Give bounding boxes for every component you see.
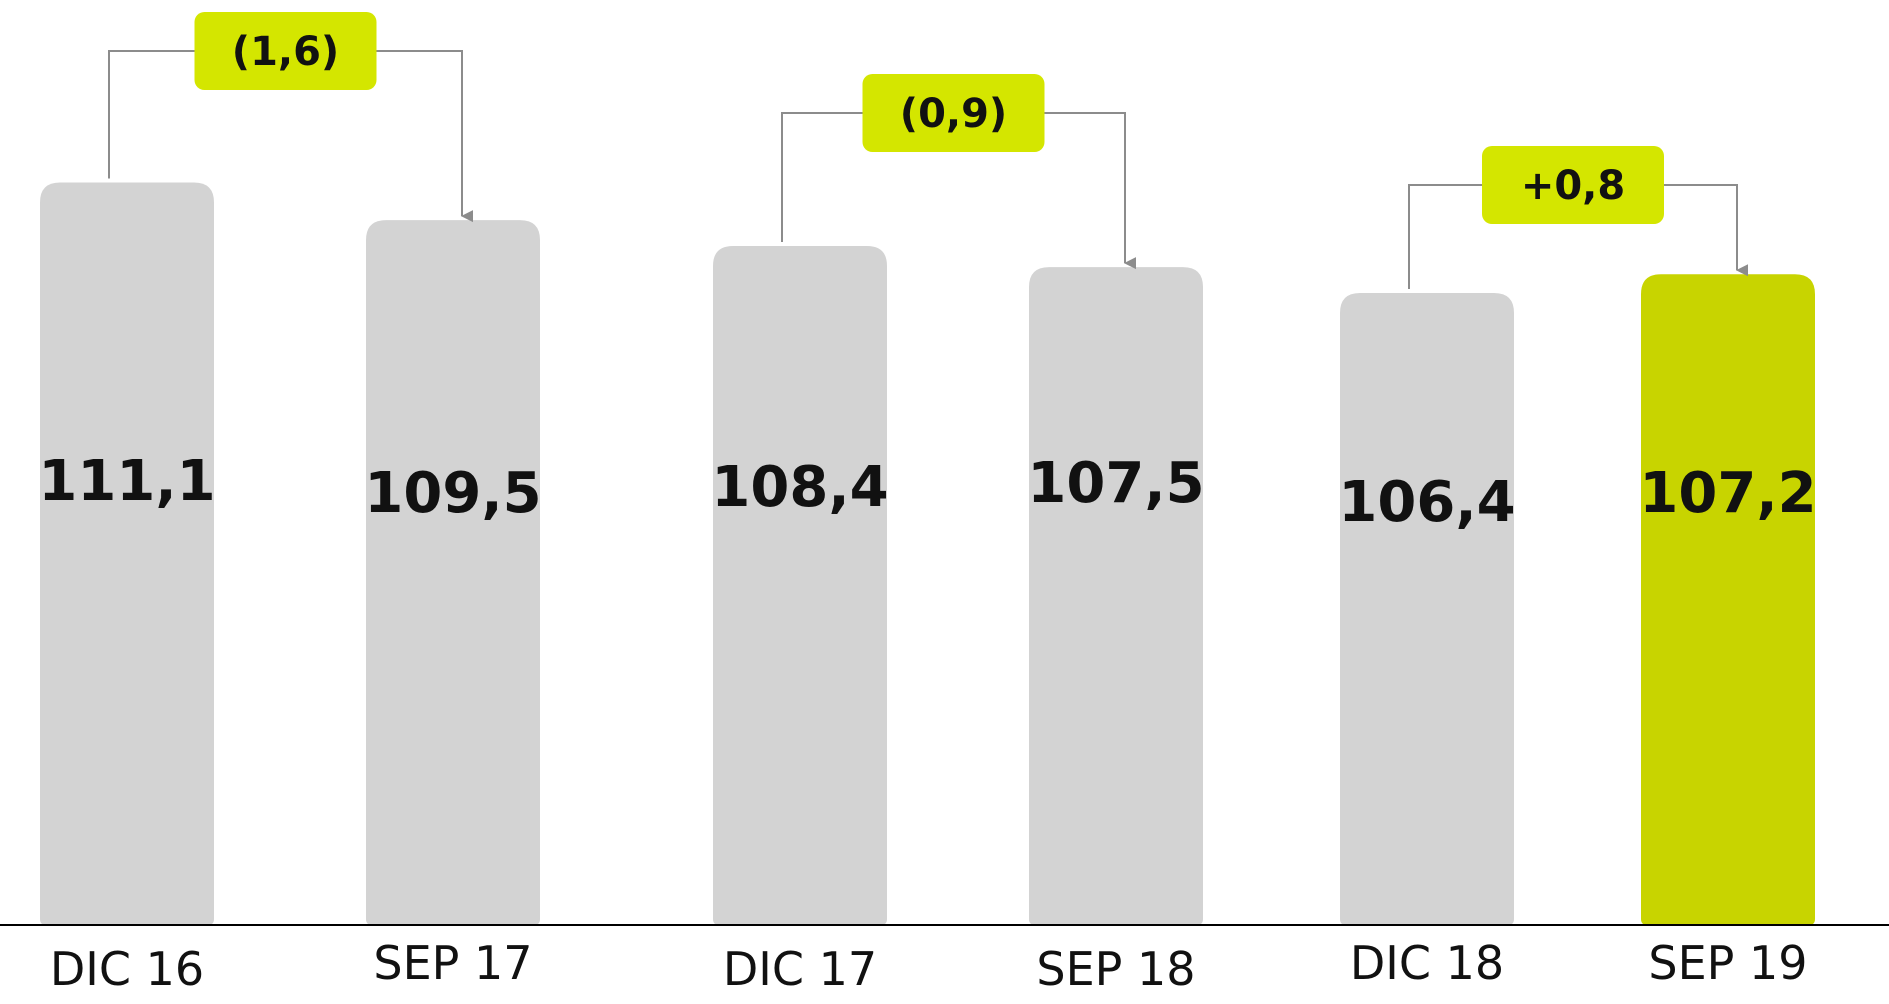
- category-label: DIC 18: [1350, 936, 1504, 990]
- delta-badge-label: (1,6): [232, 29, 339, 75]
- bar-2: [366, 220, 540, 925]
- category-label: DIC 17: [723, 942, 877, 996]
- delta-badge: [194, 12, 377, 90]
- bars-layer: [40, 182, 1815, 926]
- bar-4: [1029, 267, 1203, 925]
- bar-value-label: 108,4: [711, 455, 888, 520]
- bar-value-label: 109,5: [364, 461, 541, 526]
- delta-badge: [1482, 146, 1664, 224]
- delta-badge: [862, 74, 1045, 152]
- category-label: SEP 19: [1648, 936, 1807, 990]
- category-label: SEP 18: [1036, 942, 1195, 996]
- bar-value-label: 106,4: [1338, 470, 1515, 535]
- bar-value-label: 107,2: [1639, 461, 1816, 526]
- bar-5: [1340, 293, 1514, 925]
- delta-badges-layer: (1,6) (0,9) +0,8: [194, 12, 1664, 224]
- category-label: SEP 17: [373, 936, 532, 990]
- value-labels-layer: 111,1 109,5 108,4 107,5 106,4 107,2: [38, 449, 1816, 535]
- bar-6: [1641, 274, 1815, 925]
- bar-1: [40, 182, 214, 926]
- delta-badge-label: +0,8: [1521, 163, 1625, 209]
- category-labels-layer: DIC 16 SEP 17 DIC 17 SEP 18 DIC 18 SEP 19: [50, 936, 1808, 996]
- bar-value-label: 111,1: [38, 449, 215, 514]
- category-label: DIC 16: [50, 942, 204, 996]
- delta-badge-label: (0,9): [900, 91, 1007, 137]
- bar-3: [713, 246, 887, 925]
- bar-value-label: 107,5: [1027, 451, 1204, 516]
